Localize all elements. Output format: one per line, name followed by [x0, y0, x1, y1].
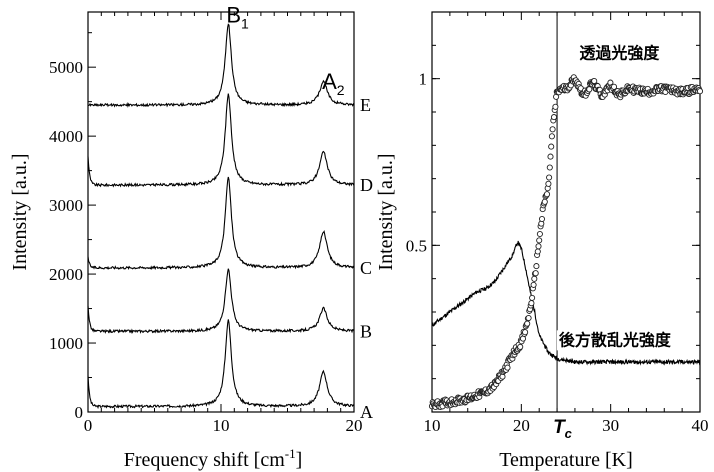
transmission-point — [552, 103, 559, 110]
peak-label-A: A2 — [322, 69, 345, 98]
transmission-point — [528, 300, 535, 307]
series-label-D: D — [360, 175, 373, 195]
x-tick-label: 20 — [346, 416, 363, 435]
y-tick-label: 1 — [419, 70, 428, 89]
backscatter-line — [431, 240, 701, 366]
plot-frame — [431, 11, 701, 413]
transmission-point — [522, 329, 529, 336]
transmission-point — [548, 133, 555, 140]
tc-label-sub: c — [565, 426, 573, 441]
transmission-point — [546, 174, 553, 181]
x-axis-title: Temperature [K] — [499, 449, 633, 471]
peak-label-sub: 1 — [241, 15, 249, 31]
y-axis-title: Intensity [a.u.] — [9, 153, 31, 270]
transmission-point — [504, 364, 511, 371]
transmission-point — [546, 164, 553, 171]
y-axis-title: Intensity [a.u.] — [375, 153, 397, 270]
transmission-point — [536, 230, 543, 238]
series-label-E: E — [360, 95, 371, 115]
spectrum-line-D — [87, 93, 355, 188]
transmission-point — [549, 126, 556, 133]
y-tick-label: 4000 — [49, 127, 83, 146]
x-tick-label: 30 — [602, 416, 619, 435]
transmission-point — [543, 191, 551, 198]
transmission-point — [530, 281, 537, 288]
plot-frame — [87, 11, 355, 413]
transmission-point — [550, 114, 558, 121]
x-tick-label: 40 — [692, 416, 709, 435]
x-tick-label: 10 — [424, 416, 441, 435]
transmission-point — [545, 180, 552, 187]
transmission-point — [536, 237, 543, 244]
transmission-point — [524, 320, 531, 327]
y-tick-label: 3000 — [49, 196, 83, 215]
annotation-bg — [556, 330, 680, 351]
y-tick-label: 5000 — [49, 58, 83, 77]
spectrum-line-A — [87, 319, 355, 410]
annotation-backscatter: 後方散乱光強度 — [559, 330, 672, 349]
x-tick-label: 0 — [84, 416, 93, 435]
transmission-point — [517, 343, 524, 350]
transmission-point — [531, 275, 538, 282]
transmission-point — [591, 77, 598, 85]
annotation-bg — [577, 43, 667, 64]
transmission-point — [541, 198, 548, 205]
y-tick-label: 0.5 — [406, 236, 427, 255]
peak-label-B: B1 — [226, 2, 249, 31]
transmission-point — [696, 88, 704, 95]
y-tick-label: 2000 — [49, 265, 83, 284]
tc-label: Tc — [553, 417, 573, 441]
peak-label-sub: 2 — [337, 82, 345, 98]
transmission-point — [548, 143, 555, 150]
transmission-point — [547, 153, 554, 160]
transmission-point — [538, 215, 546, 223]
transmission-point — [532, 270, 539, 277]
x-axis-title-suffix: ] — [296, 449, 303, 471]
x-tick-label: 20 — [513, 416, 530, 435]
y-tick-label: 1000 — [49, 334, 83, 353]
x-tick-label: 10 — [213, 416, 230, 435]
spectrum-line-C — [87, 176, 355, 271]
x-axis-title-sup: -1 — [285, 446, 296, 461]
transmission-point — [529, 294, 536, 301]
annotation-transmission: 透過光強度 — [579, 44, 660, 63]
y-tick-label: 0 — [75, 403, 84, 422]
series-label-A: A — [360, 402, 373, 422]
transmission-point — [586, 86, 593, 93]
spectrum-line-B — [87, 268, 355, 334]
transmission-point — [535, 243, 542, 250]
transmission-point — [533, 263, 540, 270]
temperature-intensity-chart: 0.5 1 10 20 30 40 Temperature [K] Intensity [a.… — [375, 11, 709, 471]
spectrum-line-E — [87, 23, 355, 108]
transmission-point — [534, 248, 541, 255]
x-axis-title: Frequency shift [cm-1] — [124, 446, 303, 471]
raman-spectra-chart: 0 1000 2000 3000 4000 5000 0 10 20 Frequency shif… — [9, 2, 373, 471]
series-label-B: B — [360, 321, 372, 341]
transmission-point — [525, 314, 532, 322]
series-label-C: C — [360, 258, 372, 278]
